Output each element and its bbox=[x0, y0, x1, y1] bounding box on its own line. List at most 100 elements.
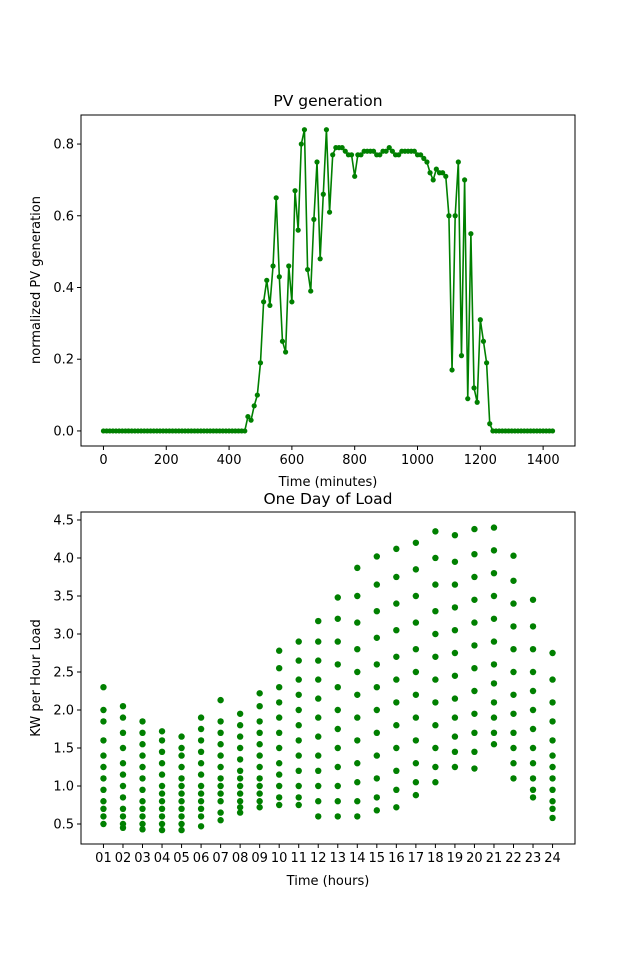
load-point bbox=[451, 604, 459, 611]
load-point bbox=[334, 782, 341, 790]
load-point bbox=[471, 642, 478, 649]
load-point bbox=[315, 676, 322, 683]
pv-point bbox=[276, 274, 282, 280]
load-point bbox=[412, 668, 420, 676]
x-tick-label: 15 bbox=[369, 851, 386, 866]
load-point bbox=[178, 752, 185, 759]
y-tick-label: 1.0 bbox=[53, 780, 74, 795]
load-point bbox=[295, 706, 302, 714]
load-point bbox=[412, 619, 420, 626]
load-point bbox=[158, 748, 166, 756]
load-point bbox=[393, 744, 400, 752]
pv-point bbox=[279, 338, 286, 344]
load-point bbox=[432, 676, 439, 683]
load-point bbox=[373, 634, 381, 641]
load-point bbox=[315, 714, 322, 721]
load-point bbox=[217, 782, 224, 790]
x-tick-label: 08 bbox=[232, 851, 249, 866]
load-point bbox=[236, 722, 244, 729]
load-point bbox=[158, 737, 166, 744]
pv-point bbox=[301, 127, 308, 133]
pv-point bbox=[348, 152, 355, 158]
load-point bbox=[334, 706, 341, 714]
pv-point bbox=[292, 188, 298, 194]
load-point bbox=[236, 798, 244, 805]
load-point bbox=[490, 680, 498, 687]
load-point bbox=[373, 683, 381, 691]
load-point bbox=[432, 763, 439, 771]
load-point bbox=[100, 798, 107, 805]
pv-point bbox=[352, 173, 358, 179]
load-point bbox=[354, 691, 361, 698]
load-point bbox=[119, 760, 127, 767]
y-tick-label: 0.5 bbox=[53, 818, 74, 833]
load-point bbox=[236, 775, 244, 782]
load-point bbox=[510, 729, 517, 737]
load-point bbox=[529, 760, 537, 767]
load-point bbox=[295, 782, 302, 790]
load-point bbox=[100, 820, 107, 828]
load-point bbox=[549, 775, 556, 782]
load-point bbox=[471, 765, 478, 772]
y-tick-label: 4.0 bbox=[53, 551, 74, 566]
chart-title: One Day of Load bbox=[263, 490, 392, 508]
load-point bbox=[100, 763, 107, 771]
pv-point bbox=[455, 159, 461, 165]
load-point bbox=[139, 718, 146, 725]
load-point bbox=[432, 581, 439, 588]
load-point bbox=[373, 729, 381, 737]
load-point bbox=[549, 814, 556, 822]
chart-title: PV generation bbox=[273, 92, 382, 110]
load-point bbox=[354, 737, 361, 744]
load-point bbox=[412, 791, 420, 799]
load-point bbox=[275, 760, 283, 767]
pv-point bbox=[430, 177, 436, 183]
load-point bbox=[275, 801, 283, 809]
pv-point bbox=[270, 263, 276, 269]
pv-point bbox=[308, 288, 314, 294]
load-point bbox=[256, 798, 263, 805]
load-point bbox=[178, 763, 185, 771]
load-point bbox=[412, 645, 420, 653]
x-tick-label: 1200 bbox=[464, 453, 497, 468]
load-point bbox=[451, 649, 459, 657]
x-tick-label: 09 bbox=[251, 851, 268, 866]
x-tick-label: 1000 bbox=[401, 453, 434, 468]
load-point bbox=[393, 676, 400, 683]
load-point bbox=[256, 763, 263, 771]
y-tick-label: 2.0 bbox=[53, 703, 74, 718]
load-point bbox=[490, 569, 498, 577]
load-point bbox=[354, 779, 361, 786]
load-point bbox=[217, 696, 224, 704]
load-point bbox=[451, 626, 459, 634]
load-point bbox=[315, 752, 322, 759]
load-point bbox=[197, 813, 205, 820]
load-point bbox=[100, 752, 107, 759]
load-point bbox=[139, 752, 146, 759]
load-point bbox=[471, 550, 478, 558]
load-point bbox=[158, 790, 166, 797]
load-point bbox=[139, 741, 146, 748]
load-point bbox=[451, 733, 459, 740]
load-point bbox=[236, 809, 244, 816]
load-point bbox=[256, 741, 263, 748]
load-point bbox=[295, 767, 302, 775]
load-point bbox=[529, 645, 537, 653]
load-point bbox=[139, 763, 146, 771]
load-point bbox=[471, 710, 478, 717]
load-point bbox=[100, 775, 107, 782]
load-point bbox=[100, 805, 107, 813]
load-point bbox=[217, 790, 224, 797]
load-point bbox=[432, 744, 439, 752]
load-point bbox=[334, 594, 341, 601]
y-tick-label: 2.5 bbox=[53, 665, 74, 680]
load-point bbox=[217, 809, 224, 816]
pv-point bbox=[261, 299, 267, 305]
load-point bbox=[197, 760, 205, 767]
load-point bbox=[490, 699, 498, 706]
x-tick-label: 22 bbox=[505, 851, 522, 866]
pv-point bbox=[326, 209, 333, 215]
load-point bbox=[334, 638, 341, 645]
load-point bbox=[158, 805, 166, 813]
pv-point bbox=[311, 216, 317, 222]
